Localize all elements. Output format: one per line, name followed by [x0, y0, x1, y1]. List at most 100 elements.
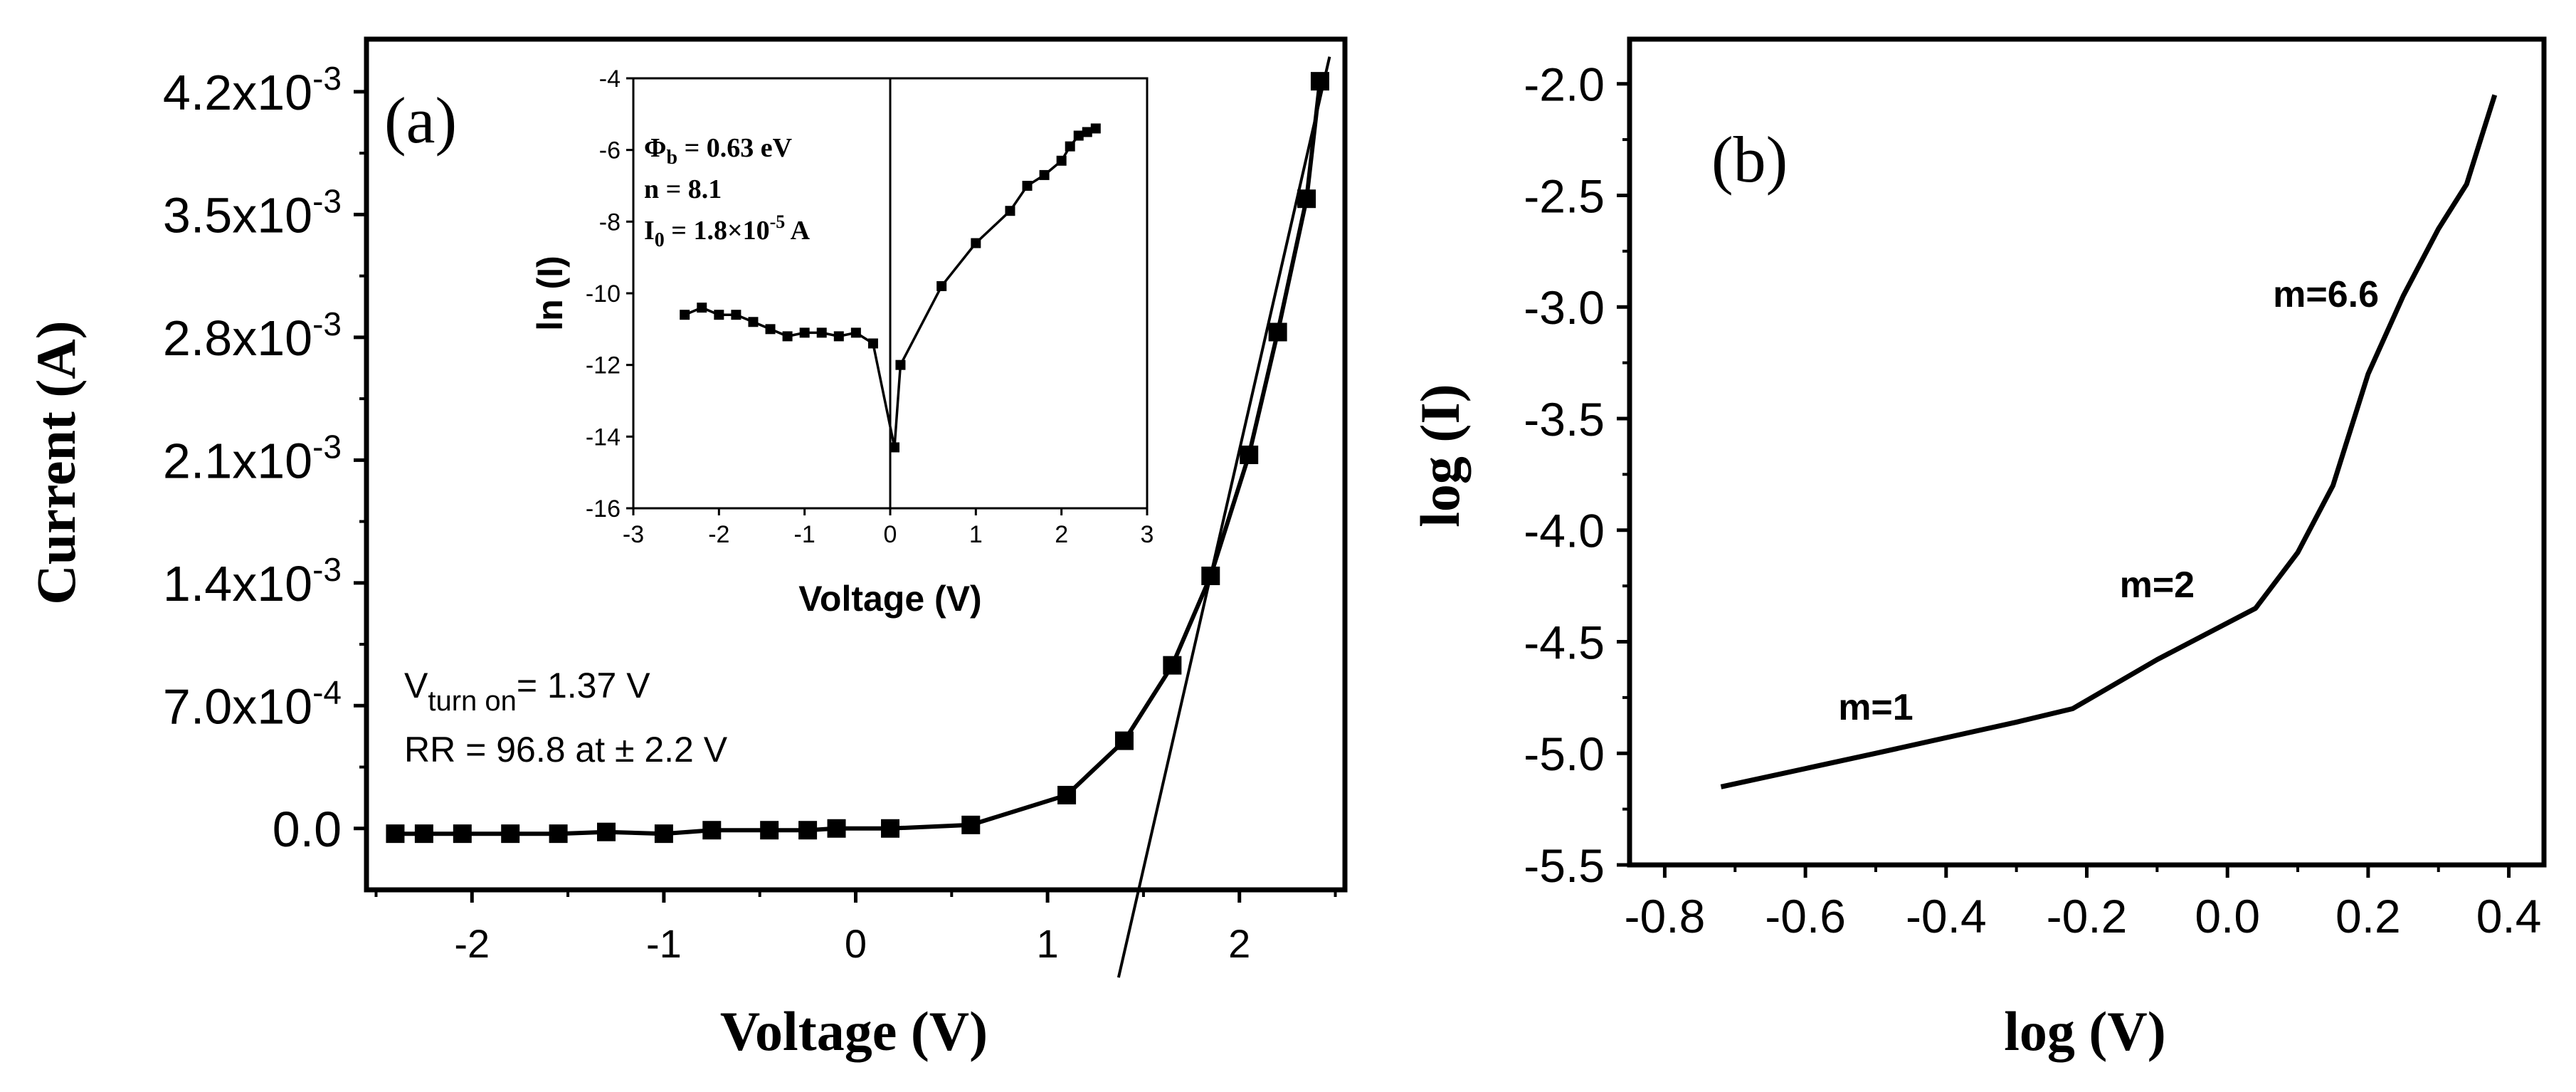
y-tick-mantissa: 4.2x10 [163, 65, 312, 120]
panel-b-ylabel: log (I) [1409, 384, 1471, 527]
inset-x-tick-label: -2 [708, 521, 729, 548]
inset-data-point [850, 327, 861, 338]
y-tick-mantissa: 2.1x10 [163, 433, 312, 488]
turn-on-voltage-annotation: Vturn on= 1.37 V [404, 666, 650, 717]
y-tick-exponent: -3 [312, 428, 342, 465]
iv-data-point [597, 822, 616, 841]
y-tick-exponent: -4 [312, 673, 342, 710]
y-tick-label: 4.2x10-3 [163, 60, 342, 120]
panel-a-ylabel: Current (A) [25, 320, 87, 604]
inset-x-axis: -3 -2 -1 0 1 2 3 [623, 508, 1154, 548]
inset-y-tick-label: -10 [586, 280, 621, 308]
x-tick-label: 0.0 [2195, 890, 2260, 943]
log-iv-series-line [1720, 94, 2498, 789]
inset-data-point [1073, 130, 1084, 141]
iv-data-point [1057, 785, 1077, 804]
panel-a-label: (a) [384, 84, 457, 157]
phi-symbol: Φ [644, 133, 667, 163]
iv-data-point [1240, 445, 1259, 464]
iv-data-point [1310, 72, 1329, 91]
panel-b-y-axis: -5.5 -5.0 -4.5 -4.0 -3.5 -3.0 -2.5 -2.0 [1524, 58, 1630, 892]
slope-annotation: m=2 [2120, 565, 2195, 606]
panel-b-label: (b) [1711, 123, 1788, 196]
inset-data-point [1090, 123, 1101, 134]
iv-series-line [395, 80, 1322, 836]
x-tick-label: 0.2 [2335, 890, 2401, 943]
x-tick-label: -0.8 [1625, 890, 1706, 943]
iv-data-point [414, 824, 433, 844]
y-tick-exponent: -3 [312, 60, 342, 97]
inset-data-point [1039, 169, 1050, 180]
phi-sub: b [667, 147, 678, 169]
iv-data-point [881, 819, 900, 838]
inset-x-tick-label: 2 [1055, 521, 1068, 548]
inset-xlabel: Voltage (V) [798, 579, 981, 619]
i0-sub: 0 [655, 229, 665, 251]
barrier-height-param: Φb = 0.63 eV [644, 133, 793, 169]
inset-x-tick-label: -3 [623, 521, 644, 548]
panel-b: -5.5 -5.0 -4.5 -4.0 -3.5 -3.0 -2.5 -2.0 -0.8 -0.… [1409, 36, 2547, 1062]
inset-data-point [895, 359, 906, 370]
y-tick-label: 0.0 [273, 802, 342, 857]
panel-b-xlabel: log (V) [2004, 1000, 2165, 1062]
iv-data-point [1114, 731, 1134, 750]
y-tick-label: 2.1x10-3 [163, 428, 342, 488]
iv-data-point [702, 821, 722, 840]
iv-data-point [1268, 322, 1287, 342]
inset-data-point [1065, 141, 1075, 152]
x-tick-label: -1 [646, 921, 682, 966]
panel-a-xlabel: Voltage (V) [720, 1000, 988, 1062]
saturation-current-param: I0 = 1.8×10-5 A [644, 211, 811, 251]
i0-unit: A [785, 216, 810, 246]
slope-annotation: m=1 [1838, 687, 1913, 728]
inset-data-point [1005, 206, 1015, 216]
y-tick-label: 1.4x10-3 [163, 551, 342, 611]
y-tick-exponent: -3 [312, 305, 342, 342]
panel-b-x-axis: -0.8 -0.6 -0.4 -0.2 0.0 0.2 0.4 [1625, 865, 2541, 943]
x-tick-label: -0.4 [1906, 890, 1987, 943]
y-tick-label: 3.5x10-3 [163, 182, 342, 243]
x-tick-label: 1 [1037, 921, 1059, 966]
inset-data-point [748, 317, 759, 327]
y-tick-label: -5.5 [1524, 839, 1605, 892]
inset-data-point [1022, 181, 1033, 191]
iv-data-point [1163, 656, 1182, 675]
inset-chart: -16-14-12-10-8-6-4 -3 -2 -1 0 1 2 3 Voltage (V… [530, 65, 1154, 619]
inset-y-tick-label: -8 [599, 209, 621, 236]
inset-data-point [1082, 127, 1092, 137]
inset-y-tick-label: -16 [586, 495, 621, 523]
inset-data-point [731, 310, 741, 320]
inset-y-tick-label: -14 [586, 424, 621, 451]
y-tick-label: -4.5 [1524, 616, 1605, 668]
phi-value: = 0.63 eV [677, 133, 793, 163]
iv-data-point [549, 824, 568, 844]
iv-data-point [1297, 189, 1316, 209]
inset-data-point [833, 331, 844, 342]
inset-data-point [680, 310, 690, 320]
iv-data-point [961, 815, 981, 834]
inset-data-point [816, 327, 827, 338]
i0-symbol: I [644, 216, 655, 246]
y-tick-mantissa: 0.0 [273, 802, 342, 857]
x-tick-label: -2 [454, 921, 490, 966]
y-tick-label: -2.5 [1524, 169, 1605, 222]
inset-y-tick-label: -4 [599, 65, 621, 93]
y-tick-label: -2.0 [1524, 58, 1605, 111]
iv-data-point [501, 824, 520, 844]
inset-data-point [867, 338, 878, 349]
panel-a-x-axis: -2 -1 0 1 2 [374, 890, 1337, 966]
panel-a-series [386, 72, 1329, 844]
y-tick-label: -3.5 [1524, 393, 1605, 446]
y-tick-label: -3.0 [1524, 281, 1605, 334]
iv-data-point [827, 819, 846, 838]
inset-x-tick-label: 3 [1141, 521, 1154, 548]
inset-x-tick-label: 0 [884, 521, 897, 548]
inset-data-point [714, 310, 724, 320]
y-tick-exponent: -3 [312, 551, 342, 588]
x-tick-label: -0.6 [1765, 890, 1846, 943]
y-tick-label: -5.0 [1524, 728, 1605, 780]
y-tick-label: -4.0 [1524, 505, 1605, 557]
iv-data-point [760, 821, 779, 840]
inset-y-tick-label: -6 [599, 137, 621, 164]
y-tick-label: 2.8x10-3 [163, 305, 342, 366]
